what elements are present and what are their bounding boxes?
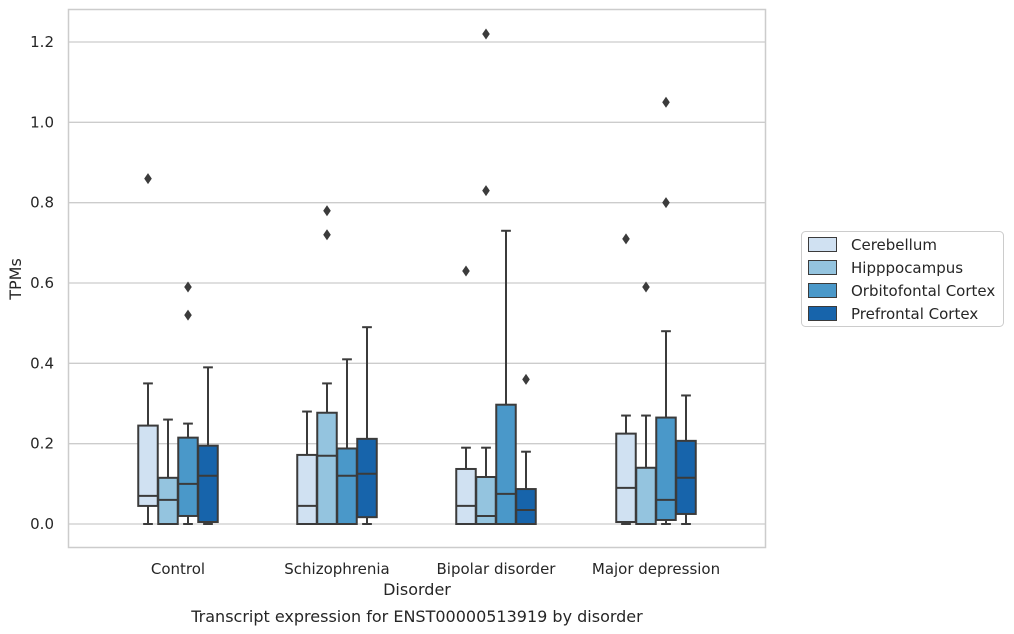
- plot-frame: [67, 8, 767, 549]
- box: [336, 358, 358, 525]
- box-iqr: [455, 467, 477, 526]
- series-cerebellum: [137, 173, 637, 526]
- box: [137, 173, 159, 525]
- box-iqr: [495, 403, 517, 525]
- box: [157, 418, 179, 525]
- box-iqr: [356, 437, 378, 519]
- y-tick-label: 0.2: [30, 435, 54, 453]
- box-iqr: [336, 447, 358, 525]
- box: [197, 366, 219, 525]
- legend-swatch: [808, 306, 837, 321]
- y-tick-label: 0.6: [30, 274, 54, 292]
- series-orbitofontal-cortex: [177, 96, 677, 525]
- series-prefrontal-cortex: [197, 326, 697, 525]
- box-iqr: [296, 453, 318, 525]
- outlier-point: [482, 28, 490, 40]
- box-iqr: [197, 444, 219, 523]
- legend: Cerebellum Hipppocampus Orbitofontal Corte…: [801, 231, 1004, 327]
- box-iqr: [137, 424, 159, 507]
- x-tick-labels: Control Schizophrenia Bipolar disorder Majo…: [151, 560, 720, 578]
- legend-swatch: [808, 283, 837, 298]
- outlier-point: [184, 281, 192, 293]
- x-tick-label: Bipolar disorder: [437, 560, 557, 578]
- legend-label: Hipppocampus: [851, 259, 963, 277]
- legend-label: Cerebellum: [851, 236, 937, 254]
- legend-label: Prefrontal Cortex: [851, 305, 978, 323]
- box-iqr: [316, 411, 338, 526]
- y-tick-label: 1.2: [30, 33, 54, 51]
- box-iqr: [177, 436, 199, 517]
- legend-swatch: [808, 260, 837, 275]
- outlier-point: [482, 185, 490, 197]
- box: [515, 373, 537, 525]
- y-axis-title: TPMs: [6, 258, 25, 301]
- box: [475, 28, 497, 526]
- legend-frame: [801, 231, 1004, 327]
- outlier-point: [622, 233, 630, 245]
- y-tick-label: 0.8: [30, 194, 54, 212]
- outlier-point: [522, 373, 530, 385]
- legend-label: Orbitofontal Cortex: [851, 282, 995, 300]
- outlier-point: [184, 309, 192, 321]
- series-hipppocampus: [157, 28, 657, 526]
- box-iqr: [615, 432, 637, 523]
- y-tick-label: 0.0: [30, 515, 54, 533]
- box: [615, 233, 637, 525]
- legend-swatch: [808, 237, 837, 252]
- outlier-point: [462, 265, 470, 277]
- box: [316, 205, 338, 526]
- box: [655, 96, 677, 525]
- x-tick-label: Control: [151, 560, 205, 578]
- x-tick-label: Major depression: [592, 560, 720, 578]
- box-iqr: [515, 488, 537, 525]
- x-axis-title: Disorder: [383, 580, 451, 599]
- figure-caption: Transcript expression for ENST0000051391…: [190, 607, 643, 626]
- x-tick-label: Schizophrenia: [284, 560, 389, 578]
- y-tick-label: 1.0: [30, 113, 54, 131]
- box: [675, 394, 697, 525]
- outlier-point: [642, 281, 650, 293]
- outlier-point: [323, 205, 331, 217]
- outlier-point: [144, 173, 152, 185]
- box-series-group: [137, 28, 697, 526]
- box-iqr: [157, 476, 179, 525]
- box: [635, 281, 657, 525]
- outlier-point: [662, 197, 670, 209]
- outlier-point: [323, 229, 331, 241]
- box: [356, 326, 378, 525]
- y-tick-labels: 0.0 0.2 0.4 0.6 0.8 1.0 1.2: [30, 33, 54, 533]
- box-iqr: [655, 416, 677, 521]
- box: [495, 229, 517, 525]
- y-tick-label: 0.4: [30, 354, 54, 372]
- box-iqr: [635, 466, 657, 525]
- box: [455, 265, 477, 526]
- outlier-point: [662, 96, 670, 108]
